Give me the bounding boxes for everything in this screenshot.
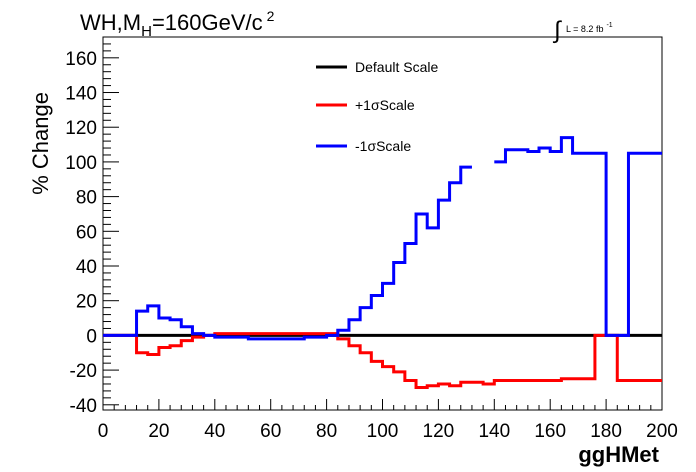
x-tick-label: 20 <box>148 421 169 442</box>
y-tick-label: 140 <box>65 84 97 105</box>
y-tick-label: 0 <box>86 326 97 347</box>
chart-title: WH,MH=160GeV/c 2 <box>80 8 275 40</box>
legend-label-2: -1σScale <box>355 138 411 154</box>
axes: 0 20 40 60 80 100 120 140 160 180 200 -40 -20 0 20 40 60… <box>65 36 678 442</box>
y-tick-label: -40 <box>70 396 97 417</box>
y-tick-label: 160 <box>65 49 97 70</box>
y-tick-label: 100 <box>65 153 97 174</box>
x-tick-label: 100 <box>367 421 399 442</box>
title-main: WH,M <box>80 10 141 35</box>
x-tick-label: 200 <box>646 421 678 442</box>
y-axis-label: % Change <box>28 92 53 195</box>
y-tick-label: 80 <box>76 188 97 209</box>
lumi-superscript: -1 <box>606 22 612 29</box>
series-line-2 <box>103 136 662 341</box>
legend: Default Scale +1σScale -1σScale <box>316 59 438 154</box>
series-layer <box>103 136 662 389</box>
x-tick-label: 40 <box>204 421 225 442</box>
x-tick-label: 80 <box>316 421 337 442</box>
plot-frame <box>102 36 663 411</box>
lumi-text: L = 8.2 fb <box>566 24 603 34</box>
x-tick-label: 60 <box>260 421 281 442</box>
y-tick-label: -20 <box>70 361 97 382</box>
y-tick-label: 40 <box>76 257 97 278</box>
x-tick-label: 120 <box>423 421 455 442</box>
y-tick-label: 20 <box>76 292 97 313</box>
title-superscript: 2 <box>267 8 275 24</box>
title-subscript: H <box>141 23 152 40</box>
svg-text:L = 8.2 fb-1: L = 8.2 fb -1 <box>566 22 613 34</box>
series-line-1 <box>103 332 662 389</box>
title-rest: =160GeV/c <box>152 10 263 35</box>
legend-label-0: Default Scale <box>355 59 438 75</box>
x-tick-label: 0 <box>98 421 109 442</box>
integral-symbol: ∫ <box>552 17 562 44</box>
x-tick-label: 180 <box>590 421 622 442</box>
luminosity-label: ∫ L = 8.2 fb -1 <box>552 17 613 44</box>
x-tick-label: 140 <box>478 421 510 442</box>
y-tick-label: 60 <box>76 222 97 243</box>
svg-text:WH,MH=160GeV/c2: WH,MH=160GeV/c 2 <box>80 8 275 40</box>
y-tick-label: 120 <box>65 118 97 139</box>
x-axis-label: ggHMet <box>578 442 659 467</box>
x-tick-label: 160 <box>534 421 566 442</box>
legend-label-1: +1σScale <box>355 97 415 113</box>
